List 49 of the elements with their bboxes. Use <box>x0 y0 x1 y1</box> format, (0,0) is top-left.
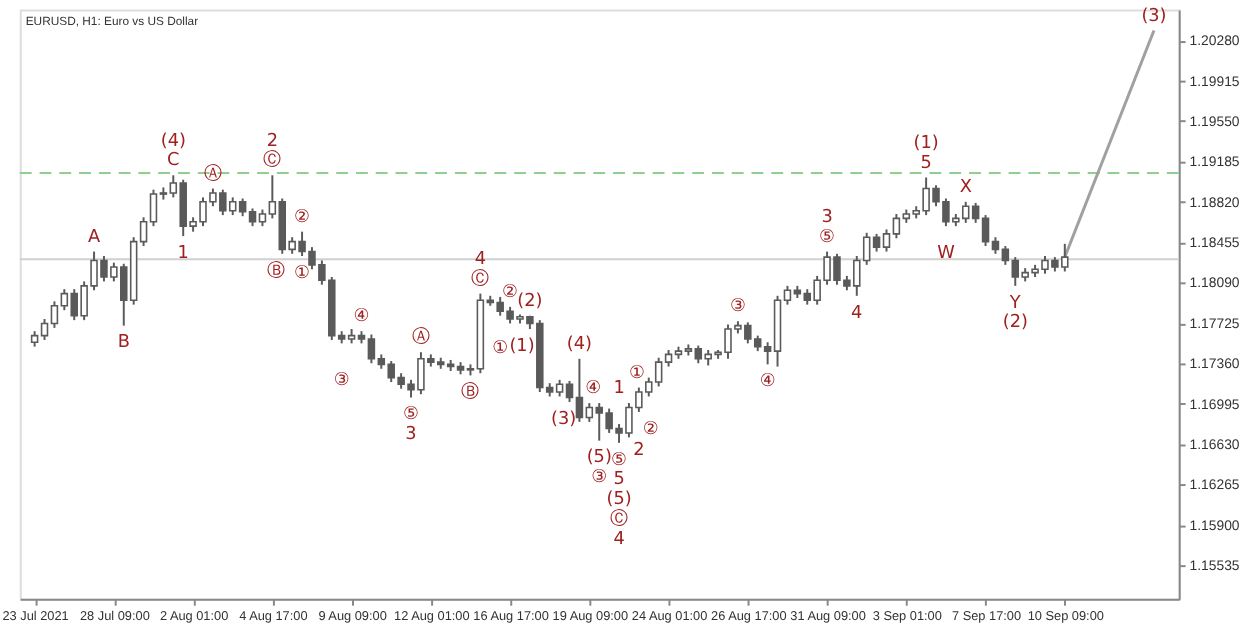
annotation: B <box>117 333 130 354</box>
annotation: (3) <box>551 409 577 430</box>
annotation: ② <box>642 419 659 440</box>
annotation: ⑤ <box>611 450 628 471</box>
annotation: ③ <box>591 468 608 489</box>
annotation: (3) <box>1141 6 1167 27</box>
annotation: ② <box>294 207 311 228</box>
annotation: 4 <box>851 303 864 324</box>
annotation: Ⓒ <box>471 267 490 290</box>
annotation: (2) <box>517 291 543 312</box>
annotation: ① <box>628 363 645 384</box>
annotation: Ⓒ <box>263 149 282 172</box>
annotation: (1) <box>913 133 939 154</box>
annotation: ④ <box>353 307 370 328</box>
annotation: ④ <box>759 372 776 393</box>
annotation: 1 <box>177 243 189 264</box>
annotation: C <box>167 151 180 172</box>
annotation: (4) <box>160 131 186 152</box>
annotation: Y <box>1007 293 1022 314</box>
annotation: 4 <box>613 529 626 550</box>
annotation: X <box>959 177 972 198</box>
annotation: (4) <box>566 334 592 355</box>
annotation: ① <box>294 263 311 284</box>
annotation: 5 <box>920 153 932 174</box>
annotation: W <box>937 243 956 264</box>
annotation: Ⓑ <box>461 381 480 404</box>
annotation: 5 <box>613 470 625 491</box>
annotation: (2) <box>1002 313 1028 334</box>
annotation: ③ <box>729 297 746 318</box>
annotation: 3 <box>821 207 833 228</box>
annotation: (5) <box>586 448 612 469</box>
annotation: ⑤ <box>403 405 420 426</box>
annotation: ① <box>492 339 509 360</box>
annotation: Ⓐ <box>411 326 430 349</box>
annotation: (5) <box>606 490 632 511</box>
annotation: ⑤ <box>819 227 836 248</box>
annotation: 4 <box>474 249 487 270</box>
annotation: 2 <box>266 131 279 152</box>
annotation: ④ <box>585 379 602 400</box>
annotation: 3 <box>405 425 417 446</box>
annotation: A <box>87 227 101 248</box>
annotation: ③ <box>333 370 350 391</box>
annotation: (1) <box>509 336 535 357</box>
annotation: ② <box>502 282 519 303</box>
annotation: 1 <box>613 379 625 400</box>
annotation: Ⓒ <box>610 507 629 530</box>
annotation: Ⓐ <box>203 162 222 185</box>
annotation: 2 <box>633 441 645 462</box>
annotation: Ⓑ <box>267 259 286 282</box>
